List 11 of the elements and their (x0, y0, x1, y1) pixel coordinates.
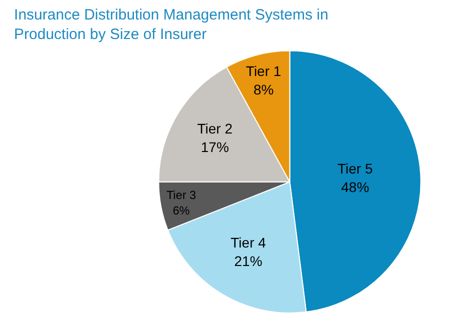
data-label: 17% (200, 138, 229, 155)
data-label: 48% (341, 178, 370, 195)
slice-label: Tier 2 (197, 120, 233, 137)
slice-label: Tier 4 (230, 234, 266, 251)
slice-label: Tier 3 (166, 189, 196, 202)
chart-title: Insurance Distribution Management Systems in Production by Size of Insurer (14, 6, 328, 43)
slice-label: Tier 1 (246, 63, 282, 80)
data-label: 8% (253, 81, 274, 98)
data-label: 6% (172, 204, 190, 218)
slice-label: Tier 5 (337, 160, 373, 177)
data-label: 21% (234, 252, 262, 269)
